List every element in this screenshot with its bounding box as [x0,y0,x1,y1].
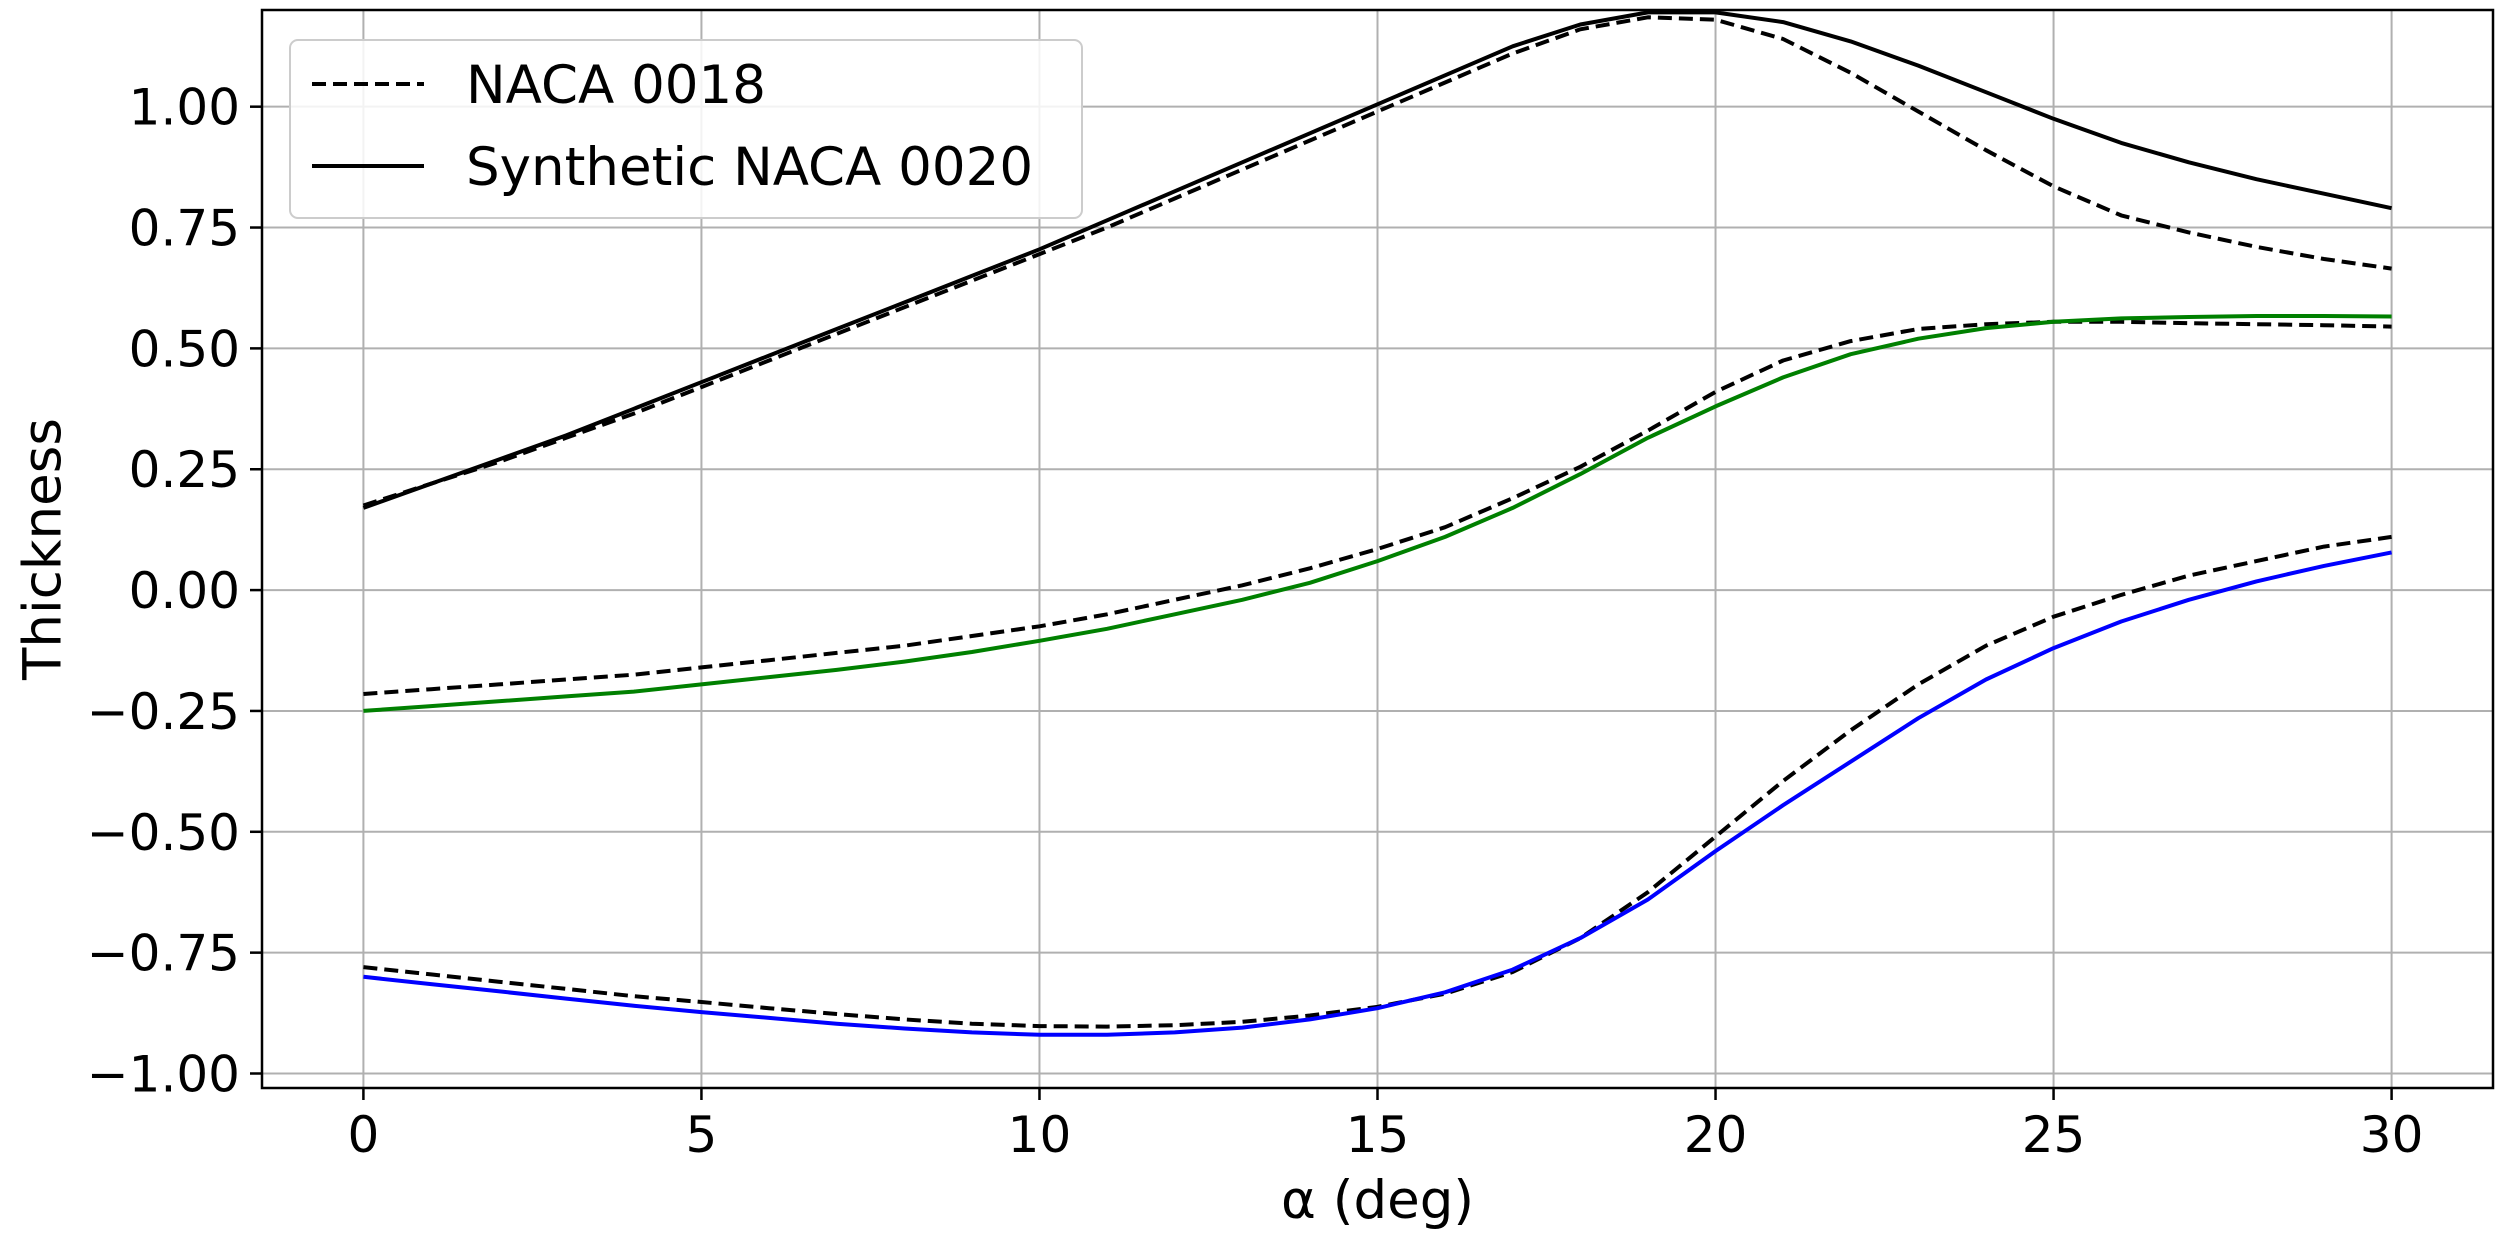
y-tick-label-6: 0.50 [129,320,240,378]
legend-label-synthetic-naca-0020: Synthetic NACA 0020 [466,137,1033,198]
grid-lines [262,10,2493,1088]
y-axis-label: Thickness [13,418,74,681]
y-tick-label-1: −0.75 [87,925,240,983]
x-tick-label-1: 5 [686,1106,718,1164]
plot-series [362,10,2393,1037]
y-tick-label-5: 0.25 [129,441,240,499]
x-tick-label-6: 30 [2360,1106,2424,1164]
legend: NACA 0018 Synthetic NACA 0020 [289,39,1083,219]
x-tick-label-2: 10 [1008,1106,1072,1164]
x-axis-ticks: 0 5 10 15 20 25 30 [348,1088,2424,1164]
series-line-5 [363,550,2392,1037]
y-tick-label-7: 0.75 [129,200,240,258]
y-axis-ticks: −1.00 −0.75 −0.50 −0.25 0.00 0.25 0.50 0.75 1.00 [87,79,262,1103]
y-tick-label-8: 1.00 [129,79,240,137]
x-tick-label-0: 0 [348,1106,380,1164]
y-tick-label-2: −0.50 [87,804,240,862]
legend-box [289,39,1083,219]
y-tick-label-4: 0.00 [129,562,240,620]
series-line-0 [362,15,2392,508]
x-axis-label: α (deg) [1281,1170,1474,1231]
y-tick-label-3: −0.25 [87,683,240,741]
series-line-1 [362,10,2393,510]
x-tick-label-3: 15 [1346,1106,1410,1164]
series-line-3 [363,314,2392,713]
y-tick-label-0: −1.00 [87,1045,240,1103]
legend-label-naca-0018: NACA 0018 [466,55,766,116]
x-tick-label-5: 25 [2022,1106,2086,1164]
x-tick-label-4: 20 [1684,1106,1748,1164]
